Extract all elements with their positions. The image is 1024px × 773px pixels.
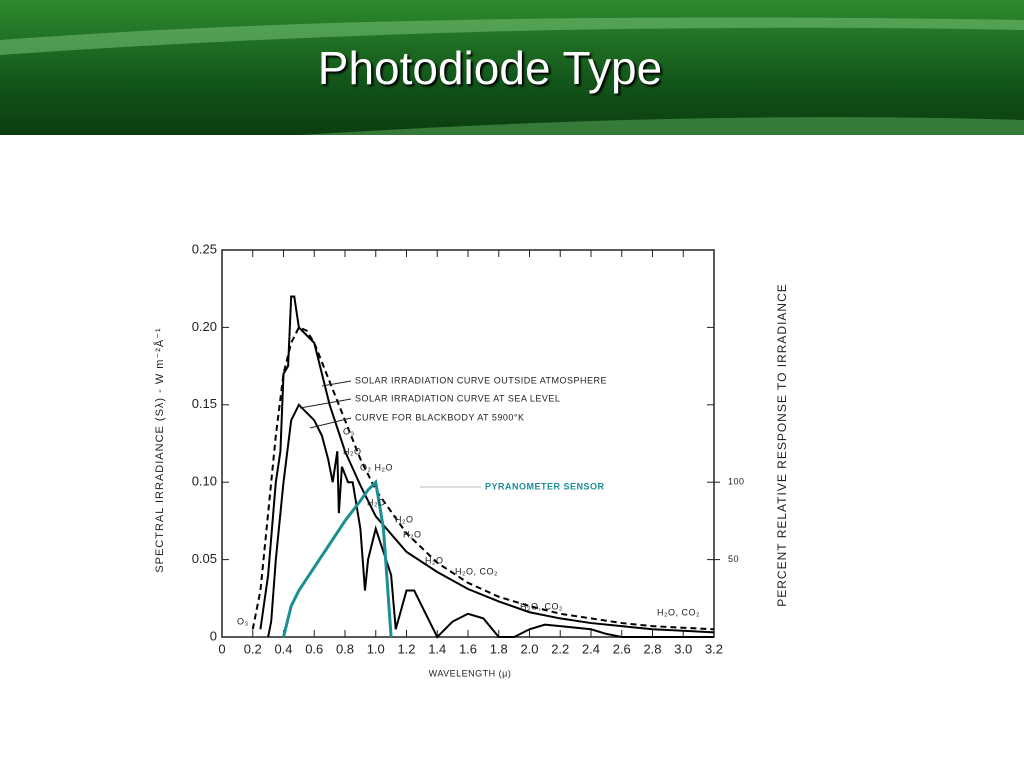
y-tick-label: 0.25 xyxy=(192,241,217,256)
x-axis-label: WAVELENGTH (μ) xyxy=(429,668,512,678)
legend-pointer xyxy=(321,380,352,387)
x-tick-label: 2.2 xyxy=(551,641,569,656)
series-line xyxy=(259,295,715,634)
series-line xyxy=(267,403,714,639)
legend-label: PYRANOMETER SENSOR xyxy=(485,481,605,491)
y2-tick-label: 50 xyxy=(728,554,739,564)
y-tick-label: 0.20 xyxy=(192,319,217,334)
x-tick-label: 1.0 xyxy=(367,641,385,656)
annotation: O₃ xyxy=(237,616,249,626)
y-tick-label: 0.05 xyxy=(192,551,217,566)
x-tick-label: 2.6 xyxy=(613,641,631,656)
y-tick-label: 0.10 xyxy=(192,474,217,489)
legend-label: CURVE FOR BLACKBODY AT 5900°K xyxy=(355,412,525,422)
annotation: H₂O, CO₂ xyxy=(520,601,563,611)
x-tick-label: 2.8 xyxy=(643,641,661,656)
x-tick-label: 0.6 xyxy=(305,641,323,656)
legend-pointer xyxy=(309,417,352,429)
header-swoosh xyxy=(0,17,1024,55)
series-line xyxy=(282,479,393,638)
x-tick-label: 3.2 xyxy=(705,641,723,656)
annotation: O₃ xyxy=(343,426,355,436)
x-tick-label: 3.0 xyxy=(674,641,692,656)
annotation: O₂ H₂O xyxy=(360,462,393,472)
x-tick-label: 1.4 xyxy=(428,641,446,656)
x-tick-label: 2.0 xyxy=(520,641,538,656)
y2-axis-label: PERCENT RELATIVE RESPONSE TO IRRADIANCE xyxy=(775,283,789,607)
y2-tick-label: 100 xyxy=(728,477,745,487)
x-tick-label: 0 xyxy=(218,641,225,656)
annotation: H₂O xyxy=(343,446,362,456)
annotation: H₂O xyxy=(395,514,414,524)
annotation: H₂O, CO₂ xyxy=(455,566,498,576)
header-swoosh xyxy=(300,117,1024,135)
annotation: H₂O, CO₂ xyxy=(657,607,700,617)
slide-title: Photodiode Type xyxy=(318,42,662,94)
y-tick-label: 0 xyxy=(210,628,217,643)
x-tick-label: 1.6 xyxy=(459,641,477,656)
legend-pointer xyxy=(299,398,352,409)
x-tick-label: 1.8 xyxy=(490,641,508,656)
annotation: H₂O xyxy=(425,555,444,565)
legend-label: SOLAR IRRADIATION CURVE AT SEA LEVEL xyxy=(355,393,560,403)
x-tick-label: 1.2 xyxy=(397,641,415,656)
y-axis-label: SPECTRAL IRRADIANCE (Sλ) - W m⁻²Å⁻¹ xyxy=(153,327,166,572)
y-tick-label: 0.15 xyxy=(192,396,217,411)
x-tick-label: 0.4 xyxy=(274,641,292,656)
legend-label: SOLAR IRRADIATION CURVE OUTSIDE ATMOSPHE… xyxy=(355,375,607,385)
annotation: H₂O xyxy=(367,497,386,507)
annotation: H₂O xyxy=(403,529,422,539)
x-tick-label: 0.2 xyxy=(244,641,262,656)
series-line xyxy=(251,326,715,631)
x-tick-label: 2.4 xyxy=(582,641,600,656)
x-tick-label: 0.8 xyxy=(336,641,354,656)
